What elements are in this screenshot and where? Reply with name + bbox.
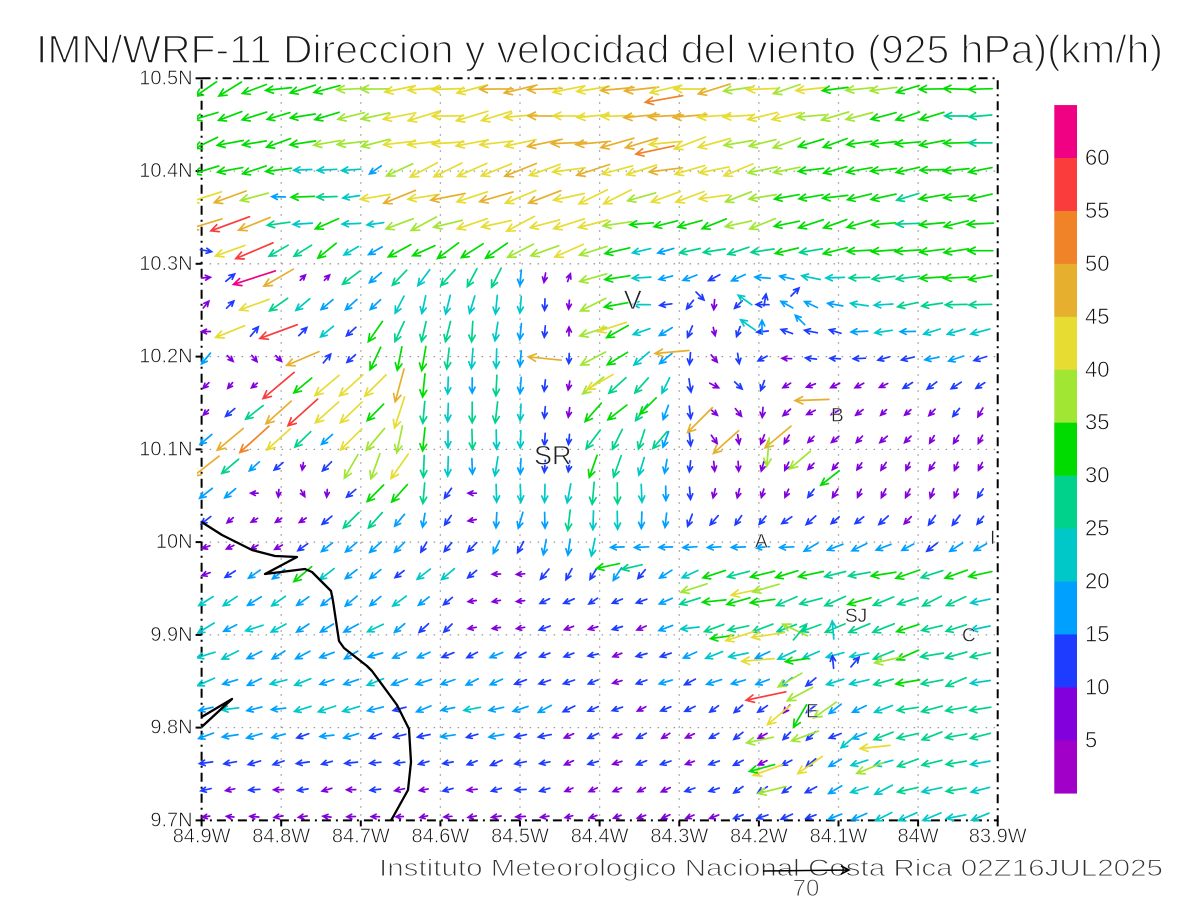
svg-text:84.8W: 84.8W <box>252 825 310 847</box>
svg-text:9.8N: 9.8N <box>150 717 192 739</box>
svg-text:I: I <box>990 528 995 549</box>
svg-text:45: 45 <box>1085 304 1109 329</box>
svg-text:84W: 84W <box>898 825 939 847</box>
svg-text:83.9W: 83.9W <box>969 825 1027 847</box>
svg-text:84.7W: 84.7W <box>332 825 390 847</box>
svg-text:A: A <box>755 532 768 553</box>
svg-text:10: 10 <box>1085 674 1109 699</box>
svg-text:55: 55 <box>1085 198 1109 223</box>
svg-text:30: 30 <box>1085 463 1109 488</box>
svg-text:35: 35 <box>1085 410 1109 435</box>
svg-text:84.6W: 84.6W <box>411 825 469 847</box>
svg-text:10.3N: 10.3N <box>139 253 192 275</box>
svg-text:9.9N: 9.9N <box>150 624 192 646</box>
svg-text:40: 40 <box>1085 357 1109 382</box>
svg-text:60: 60 <box>1085 145 1109 170</box>
svg-text:E: E <box>806 701 819 722</box>
svg-text:25: 25 <box>1085 516 1109 541</box>
svg-text:V: V <box>624 285 642 315</box>
svg-text:C: C <box>962 626 976 647</box>
svg-text:84.1W: 84.1W <box>810 825 868 847</box>
svg-text:IMN/WRF-11 Direccion y velocid: IMN/WRF-11 Direccion y velocidad del vie… <box>36 28 1163 72</box>
svg-text:9.7N: 9.7N <box>150 809 192 831</box>
svg-text:10.2N: 10.2N <box>139 346 192 368</box>
svg-text:20: 20 <box>1085 569 1109 594</box>
svg-text:84.9W: 84.9W <box>173 825 231 847</box>
svg-text:SR: SR <box>534 441 572 471</box>
svg-text:10.4N: 10.4N <box>139 160 192 182</box>
svg-text:10.1N: 10.1N <box>139 438 192 460</box>
svg-text:70: 70 <box>793 875 820 900</box>
svg-text:10.5N: 10.5N <box>139 67 192 89</box>
svg-text:84.3W: 84.3W <box>650 825 708 847</box>
svg-text:B: B <box>831 405 844 426</box>
svg-text:Instituto Meteorologico Nacion: Instituto Meteorologico Nacional Costa R… <box>379 855 1163 882</box>
svg-text:SJ: SJ <box>845 606 867 627</box>
svg-text:84.2W: 84.2W <box>730 825 788 847</box>
svg-text:84.4W: 84.4W <box>571 825 629 847</box>
svg-text:50: 50 <box>1085 251 1109 276</box>
svg-text:84.5W: 84.5W <box>491 825 549 847</box>
svg-text:10N: 10N <box>156 531 193 553</box>
svg-text:15: 15 <box>1085 622 1109 647</box>
svg-text:5: 5 <box>1085 727 1097 752</box>
